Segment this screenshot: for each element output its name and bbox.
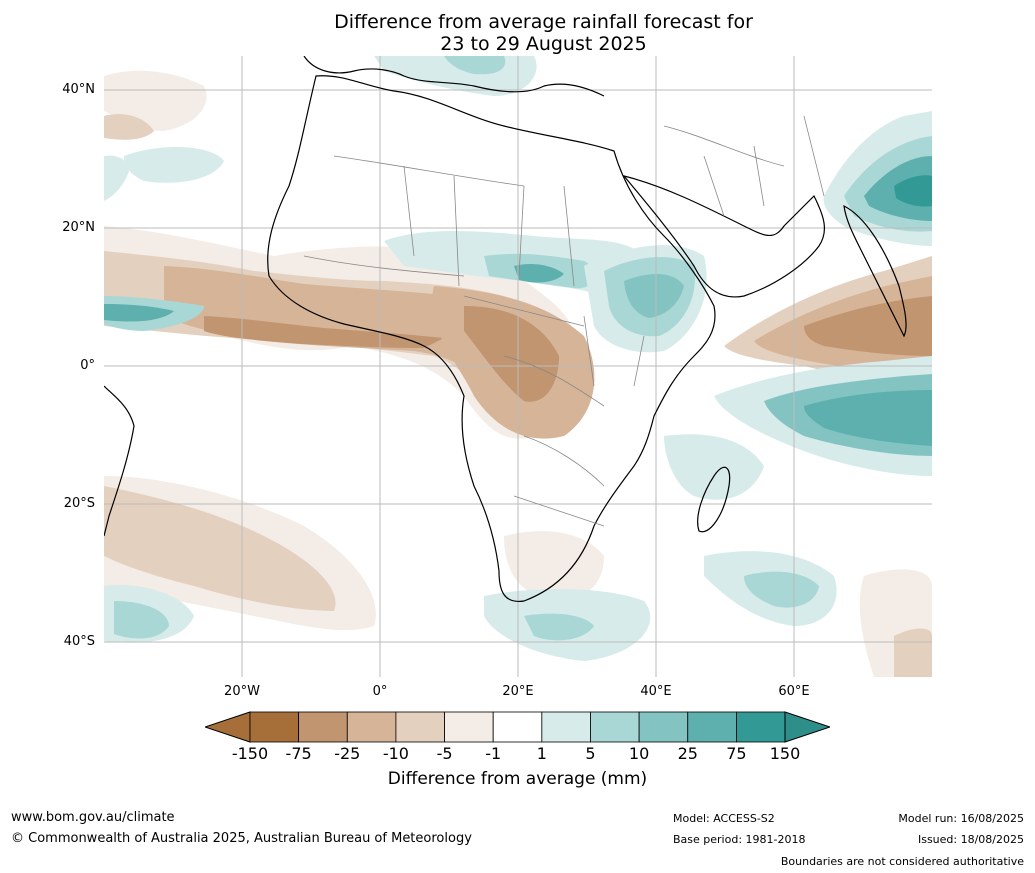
- colorbar-tick-label: 25: [677, 744, 698, 763]
- coastlines: [104, 56, 907, 602]
- colorbar-cell: [346, 711, 397, 743]
- colorbar-cell: [249, 711, 300, 743]
- colorbar-tick-label: -10: [382, 744, 409, 763]
- colorbar-tick-label: 75: [726, 744, 747, 763]
- rainfall-anomaly-map: [104, 56, 932, 677]
- country-borders: [303, 115, 825, 527]
- colorbar-cell: [492, 711, 543, 743]
- lat-label-0: 0°: [80, 358, 95, 373]
- colorbar-tick-label: 150: [769, 744, 801, 763]
- dry-anomaly-areas: [104, 70, 932, 677]
- colorbar-tick-label: -150: [231, 744, 269, 763]
- colorbar-tick-label: -75: [285, 744, 312, 763]
- lon-label-60e: 60°E: [778, 684, 810, 699]
- colorbar: [205, 711, 830, 743]
- graticule: [104, 56, 932, 677]
- lon-label-40e: 40°E: [640, 684, 672, 699]
- colorbar-cell: [395, 711, 445, 743]
- lon-label-0: 0°: [372, 684, 388, 699]
- base-period-text: Base period: 1981-2018: [673, 833, 806, 846]
- colorbar-cell: [298, 711, 348, 743]
- colorbar-cells: [249, 711, 786, 743]
- lon-label-20e: 20°E: [502, 684, 534, 699]
- colorbar-tick-label: 10: [628, 744, 650, 763]
- colorbar-tick-label: -5: [436, 744, 453, 763]
- colorbar-cell: [444, 711, 494, 743]
- colorbar-extend-high: [784, 711, 830, 743]
- issued-text: Issued: 18/08/2025: [917, 833, 1024, 846]
- lat-label-20n: 20°N: [62, 220, 95, 235]
- lat-label-40s: 40°S: [63, 634, 95, 649]
- lon-label-20w: 20°W: [224, 684, 260, 699]
- lat-label-20s: 20°S: [63, 496, 95, 511]
- colorbar-tick-label: 5: [585, 744, 596, 763]
- colorbar-cell: [541, 711, 591, 743]
- colorbar-cell: [687, 711, 737, 743]
- colorbar-cell: [590, 711, 640, 743]
- colorbar-tick-label: 1: [536, 744, 547, 763]
- map-title-line-1: Difference from average rainfall forecas…: [334, 11, 753, 33]
- copyright-text: © Commonwealth of Australia 2025, Austra…: [11, 831, 472, 846]
- colorbar-cell: [638, 711, 689, 743]
- colorbar-extend-low: [205, 711, 251, 743]
- lat-label-40n: 40°N: [62, 82, 95, 97]
- colorbar-cell: [736, 711, 786, 743]
- model-text: Model: ACCESS-S2: [673, 812, 775, 825]
- website-link[interactable]: www.bom.gov.au/climate: [11, 810, 175, 825]
- colorbar-tick-label: -25: [334, 744, 361, 763]
- colorbar-tick-label: -1: [485, 744, 502, 763]
- model-run-text: Model run: 16/08/2025: [898, 812, 1024, 825]
- wet-anomaly-areas: [104, 56, 932, 661]
- disclaimer-text: Boundaries are not considered authoritat…: [780, 855, 1024, 868]
- map-title-line-2: 23 to 29 August 2025: [440, 33, 647, 55]
- colorbar-label: Difference from average (mm): [387, 769, 648, 789]
